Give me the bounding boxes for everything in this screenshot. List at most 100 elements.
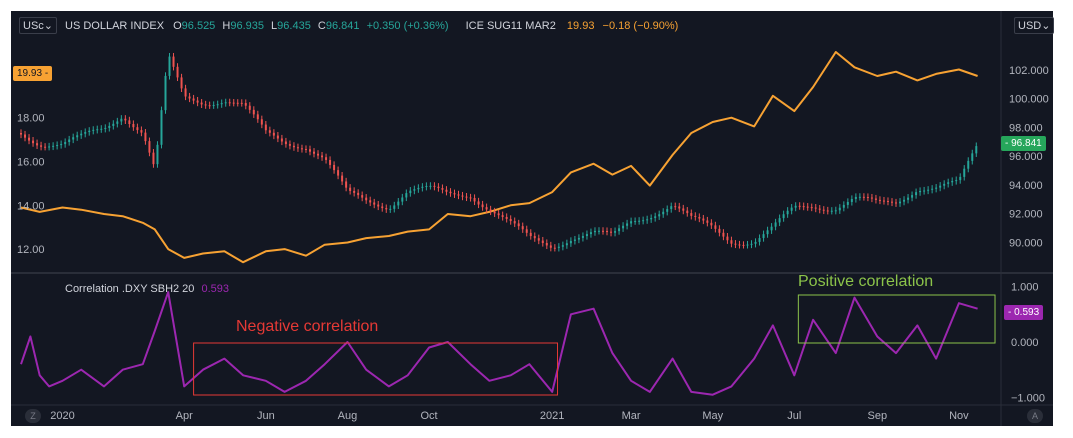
dxy-candle-body	[377, 204, 380, 207]
dxy-candle	[417, 184, 420, 193]
dxy-candle-body	[698, 217, 701, 219]
dxy-candle	[80, 130, 83, 139]
dxy-candle	[244, 99, 247, 110]
dxy-candle	[216, 100, 219, 109]
dxy-candle-body	[694, 215, 697, 218]
dxy-candle-body	[682, 208, 685, 211]
dxy-candle	[830, 207, 833, 215]
dxy-candle-body	[838, 207, 841, 211]
dxy-candle	[304, 145, 307, 153]
dxy-candle	[963, 165, 966, 181]
dxy-candle	[421, 183, 424, 192]
time-axis-tick-label: 2021	[540, 410, 564, 422]
dxy-candle-body	[577, 237, 580, 240]
dxy-candle-body	[449, 191, 452, 194]
dxy-candle	[710, 219, 713, 229]
dxy-candle	[919, 187, 922, 196]
dxy-candle-body	[252, 109, 255, 115]
dxy-candle-body	[726, 236, 729, 241]
dxy-candle	[746, 240, 749, 249]
dxy-candle	[465, 193, 468, 202]
dxy-candle	[264, 120, 267, 134]
dxy-candle	[445, 186, 448, 196]
dxy-candle	[240, 99, 243, 107]
correlation-axis-tick-label: 1.000	[1011, 282, 1039, 294]
dxy-candle	[694, 212, 697, 221]
left-scale-button[interactable]: USc⌄	[19, 17, 57, 34]
left-axis-tick-label: 14.00	[17, 200, 45, 212]
dxy-candle	[308, 145, 311, 156]
dxy-candle-body	[509, 218, 512, 222]
dxy-candle-body	[766, 230, 769, 235]
dxy-candle-body	[565, 243, 568, 246]
dxy-candle-body	[84, 132, 87, 134]
dxy-candle	[68, 135, 71, 146]
dxy-candle	[854, 193, 857, 203]
dxy-candle	[533, 232, 536, 242]
dxy-candle	[180, 73, 183, 93]
dxy-candle-body	[341, 175, 344, 182]
dxy-candle-body	[148, 141, 151, 153]
dxy-candle	[577, 234, 580, 244]
dxy-candle	[429, 182, 432, 190]
dxy-candle	[529, 229, 532, 240]
dxy-candle-body	[48, 146, 51, 148]
dxy-candle-body	[618, 228, 621, 232]
dxy-candle	[565, 239, 568, 249]
dxy-candle	[618, 224, 621, 235]
dxy-candle	[405, 189, 408, 202]
dxy-candle	[806, 203, 809, 211]
dxy-candle-body	[220, 103, 223, 105]
dxy-candle-body	[842, 204, 845, 208]
dxy-candle	[706, 216, 709, 227]
positive-correlation-label: Positive correlation	[798, 273, 934, 290]
dxy-candle	[899, 198, 902, 207]
dxy-candle	[890, 198, 893, 207]
auto-scale-icon[interactable]: A	[1027, 409, 1043, 423]
dxy-candle	[24, 130, 27, 142]
dxy-candle	[292, 142, 295, 151]
dxy-candle	[569, 237, 572, 247]
dxy-candle-body	[557, 246, 560, 248]
dxy-candle	[585, 230, 588, 240]
dxy-candle-body	[513, 221, 516, 224]
timezone-icon[interactable]: Z	[25, 409, 41, 423]
dxy-candle	[626, 219, 629, 230]
dxy-candle	[329, 156, 332, 169]
dxy-candle	[485, 203, 488, 214]
dxy-candle	[72, 133, 75, 144]
dxy-change: +0.350 (+0.36%)	[366, 20, 449, 32]
dxy-candle	[513, 217, 516, 228]
dxy-candle-body	[92, 129, 95, 131]
dxy-candle	[730, 236, 733, 248]
dxy-candle-body	[425, 185, 428, 187]
dxy-candle-body	[264, 124, 267, 131]
dxy-candle-body	[846, 201, 849, 205]
dxy-candle-body	[116, 121, 119, 124]
dxy-candle-body	[919, 190, 922, 193]
dxy-candle	[337, 166, 340, 180]
right-axis-tick-label: 92.000	[1009, 209, 1043, 221]
dxy-candle-body	[485, 207, 488, 210]
dxy-candle	[622, 222, 625, 232]
dxy-candle	[140, 126, 143, 137]
dxy-candle	[196, 96, 199, 107]
right-axis-tick-label: 90.000	[1009, 237, 1043, 249]
dxy-candle	[537, 234, 540, 245]
left-axis-tick-label: 16.00	[17, 156, 45, 168]
right-scale-button[interactable]: USD⌄	[1014, 17, 1055, 34]
dxy-candle	[662, 208, 665, 218]
dxy-candle-body	[517, 223, 520, 227]
dxy-candle-body	[481, 204, 484, 208]
dxy-o-label: O	[173, 20, 182, 32]
dxy-candle	[634, 217, 637, 225]
dxy-candle	[975, 142, 978, 157]
dxy-candle	[597, 227, 600, 235]
time-axis-tick-label: Oct	[421, 410, 438, 422]
dxy-candle	[758, 234, 761, 246]
dxy-candle	[413, 185, 416, 195]
dxy-candle-body	[457, 194, 460, 196]
dxy-candle	[878, 196, 881, 205]
dxy-candle-body	[951, 181, 954, 183]
dxy-candle-body	[943, 183, 946, 186]
